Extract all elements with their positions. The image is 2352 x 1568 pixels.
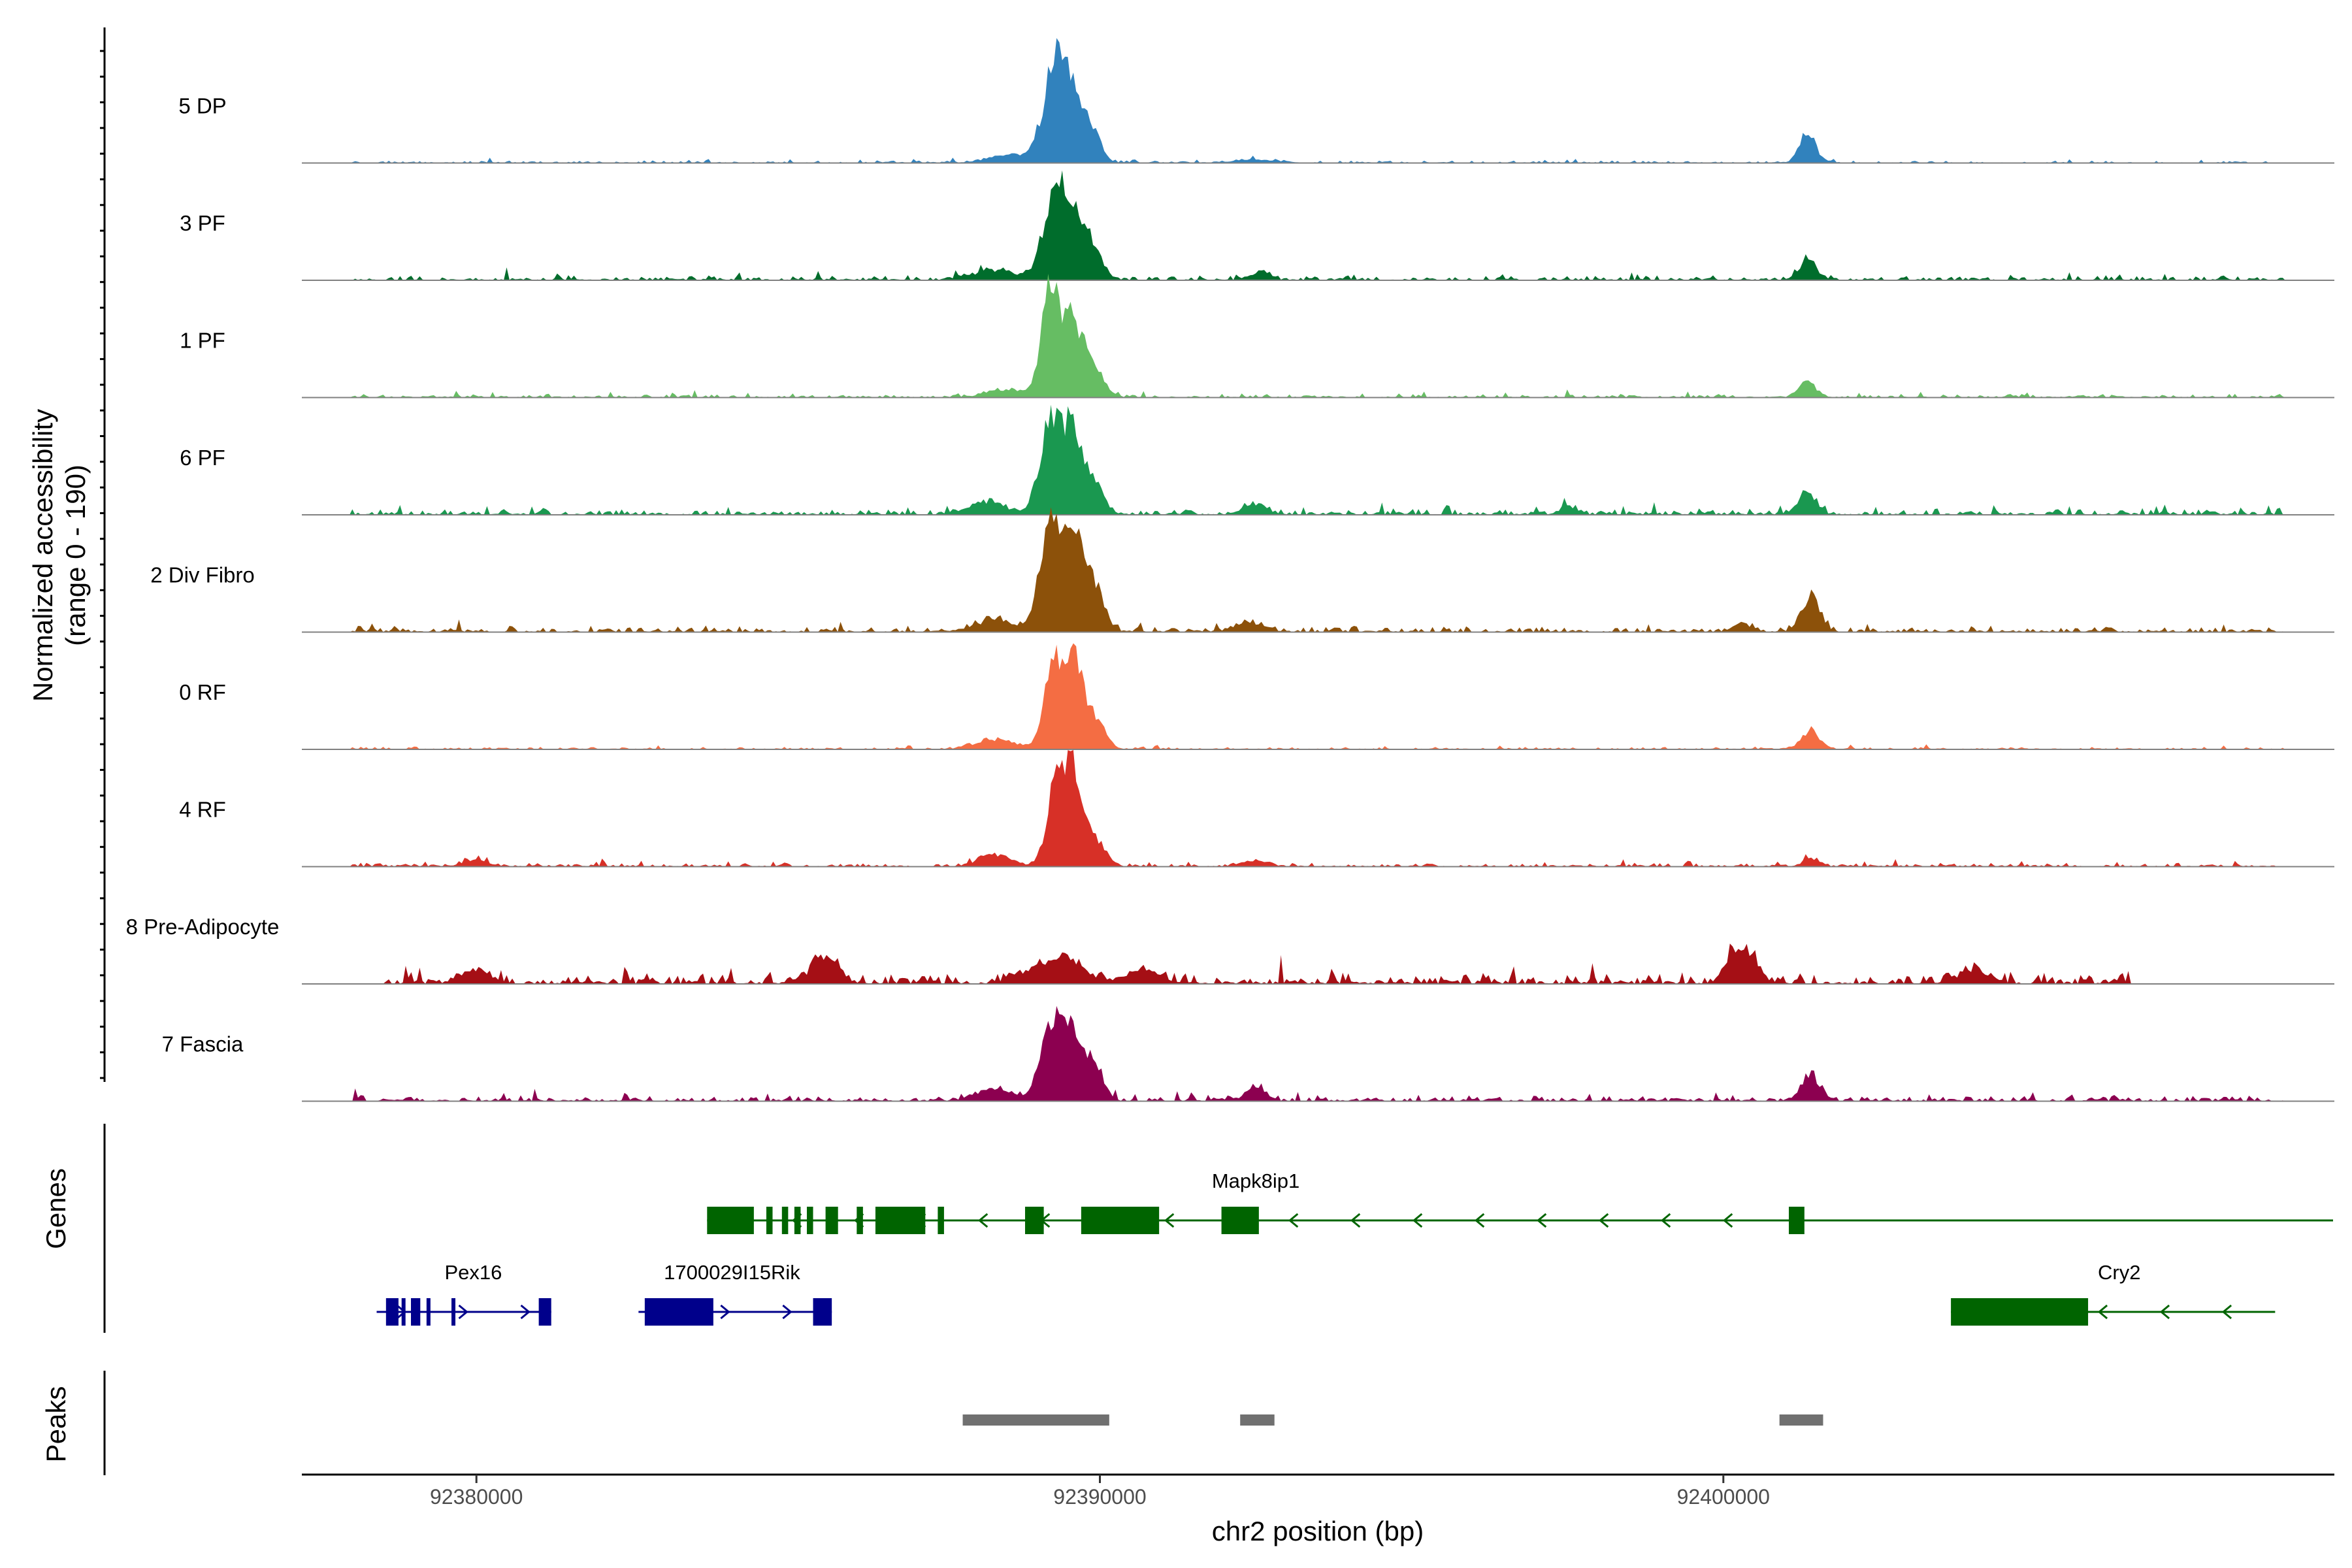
gene-exon <box>781 1207 789 1234</box>
gene-exon <box>385 1298 399 1326</box>
coverage-area <box>302 1005 2334 1102</box>
gene: Pex16 <box>376 1261 551 1326</box>
track-label: 3 PF <box>180 211 225 235</box>
strand-arrow <box>1412 1213 1423 1228</box>
strand-arrow <box>1536 1213 1547 1228</box>
strand-arrow <box>458 1304 468 1320</box>
strand-arrow <box>782 1304 792 1320</box>
track-label: 1 PF <box>180 329 225 353</box>
gene-exon <box>1951 1298 2089 1326</box>
gene-exon <box>538 1298 551 1326</box>
gene: Mapk8ip1 <box>707 1169 2333 1234</box>
strand-arrow <box>1598 1213 1609 1228</box>
coverage-area <box>302 38 2334 163</box>
track-label: 5 DP <box>178 94 226 118</box>
gene-exon <box>938 1207 944 1234</box>
track-label: 2 Div Fibro <box>150 563 255 587</box>
coverage-area <box>302 750 2334 867</box>
strand-arrow <box>1164 1213 1175 1228</box>
gene-exon <box>794 1207 801 1234</box>
coverage-track: 1 PF <box>180 274 2334 399</box>
x-tick-label: 92390000 <box>1053 1485 1146 1509</box>
strand-arrow <box>977 1213 988 1228</box>
strand-arrow <box>2159 1304 2170 1320</box>
gene-label: Cry2 <box>2098 1261 2140 1284</box>
gene-exon <box>707 1207 754 1234</box>
strand-arrow <box>1660 1213 1671 1228</box>
strand-arrow <box>1288 1213 1299 1228</box>
gene-exon <box>1788 1207 1805 1234</box>
track-label: 7 Fascia <box>162 1032 244 1056</box>
track-label: 4 RF <box>179 798 226 822</box>
coverage-area <box>302 404 2334 515</box>
gene-exon <box>644 1298 713 1326</box>
track-label: 6 PF <box>180 446 225 470</box>
gene: 1700029I15Rik <box>638 1261 832 1326</box>
coverage-axis-title: Normalized accessibility <box>27 409 58 702</box>
gene-label: Pex16 <box>444 1261 502 1284</box>
gene-exon <box>813 1298 832 1326</box>
coverage-axis-subtitle: (range 0 - 190) <box>60 465 91 646</box>
coverage-track: 6 PF <box>180 404 2334 515</box>
gene-exon <box>857 1207 863 1234</box>
gene-exon <box>806 1207 813 1234</box>
gene-exon <box>875 1207 926 1234</box>
coverage-tracks: 5 DP 3 PF 1 PF 6 PF 2 Div Fibro 0 RF 4 RF 8 Pre… <box>126 38 2334 1102</box>
coverage-track: 8 Pre-Adipocyte <box>126 915 2334 985</box>
coverage-track: 4 RF <box>179 750 2334 868</box>
peak-region <box>1779 1414 1823 1426</box>
x-tick-label: 92380000 <box>430 1485 523 1509</box>
gene-exon <box>766 1207 773 1234</box>
strand-arrow <box>1350 1213 1361 1228</box>
gene-exon <box>1024 1207 1044 1234</box>
gene-exon <box>825 1207 838 1234</box>
gene-label: 1700029I15Rik <box>664 1261 800 1284</box>
gene-annotation-panel: Mapk8ip1 Pex16 1700029I15Rik Cry2 <box>376 1169 2333 1326</box>
coverage-track: 2 Div Fibro <box>150 507 2334 633</box>
gene: Cry2 <box>1951 1261 2276 1326</box>
coverage-area <box>302 170 2334 280</box>
gene-label: Mapk8ip1 <box>1212 1169 1299 1192</box>
coverage-area <box>302 274 2334 398</box>
coverage-area <box>302 643 2334 749</box>
genes-panel-title: Genes <box>41 1168 71 1249</box>
track-label: 0 RF <box>179 680 226 704</box>
track-label: 8 Pre-Adipocyte <box>126 915 280 939</box>
gene-exon <box>451 1298 456 1326</box>
gene-exon <box>1081 1207 1160 1234</box>
coverage-track: 3 PF <box>180 170 2334 281</box>
peak-region <box>1240 1414 1275 1426</box>
coverage-track: 5 DP <box>178 38 2334 164</box>
x-axis-title: chr2 position (bp) <box>1212 1516 1424 1546</box>
strand-arrow <box>720 1304 730 1320</box>
gene-exon <box>426 1298 431 1326</box>
x-axis-ticks: 92380000 92390000 92400000 <box>430 1475 1770 1509</box>
strand-arrow <box>2097 1304 2108 1320</box>
strand-arrow <box>1722 1213 1733 1228</box>
strand-arrow <box>2221 1304 2232 1320</box>
strand-arrow <box>1474 1213 1485 1228</box>
peaks-panel-title: Peaks <box>41 1386 71 1463</box>
peaks-panel <box>962 1414 1823 1426</box>
gene-exon <box>1221 1207 1259 1234</box>
gene-exon <box>401 1298 406 1326</box>
coverage-area <box>302 507 2334 632</box>
peak-region <box>962 1414 1109 1426</box>
x-tick-label: 92400000 <box>1677 1485 1770 1509</box>
coverage-track: 0 RF <box>179 643 2334 750</box>
gene-exon <box>411 1298 421 1326</box>
coverage-track: 7 Fascia <box>162 1005 2334 1102</box>
coverage-area <box>302 943 2334 984</box>
strand-arrow <box>520 1304 531 1320</box>
coverage-axis <box>100 27 106 1082</box>
